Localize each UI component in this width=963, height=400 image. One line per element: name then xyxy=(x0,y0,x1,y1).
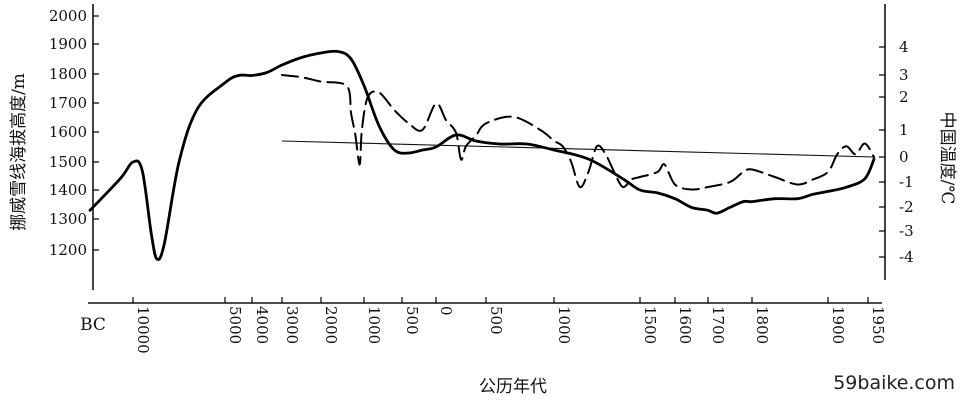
x-tick-label: 5000 xyxy=(226,306,244,344)
x-tick-label: 2000 xyxy=(322,306,340,344)
label-layer: 2000190018001700160015001400130012004321… xyxy=(9,7,957,397)
left-tick-label: 1200 xyxy=(49,241,87,259)
x-tick-label: 1000 xyxy=(555,306,573,344)
right-tick-label: 2 xyxy=(899,88,909,106)
era-label: BC xyxy=(80,315,106,335)
left-tick-label: 1600 xyxy=(49,123,87,141)
left-tick-label: 1700 xyxy=(49,94,87,112)
right-axis-title: 中国温度/℃ xyxy=(937,112,957,205)
x-tick-label: 10000 xyxy=(134,306,152,354)
left-tick-label: 1800 xyxy=(49,65,87,83)
x-tick-label: 1500 xyxy=(641,306,659,344)
left-tick-label: 1500 xyxy=(49,153,87,171)
axes-layer xyxy=(88,4,885,303)
right-tick-label: -2 xyxy=(899,198,914,216)
x-axis-title: 公历年代 xyxy=(479,377,547,397)
left-tick-label: 2000 xyxy=(49,7,87,25)
right-tick-label: 4 xyxy=(899,38,909,56)
x-tick-label: 3000 xyxy=(283,306,301,344)
right-tick-label: -3 xyxy=(899,222,914,240)
x-tick-label: 500 xyxy=(403,306,421,335)
left-tick-label: 1900 xyxy=(49,35,87,53)
x-tick-label: 1000 xyxy=(365,306,383,344)
x-tick-label: 1950 xyxy=(869,306,887,344)
x-tick-label: 1800 xyxy=(753,306,771,344)
right-tick-label: 1 xyxy=(899,121,909,139)
x-tick-label: 4000 xyxy=(253,306,271,344)
x-tick-label: 1700 xyxy=(709,306,727,344)
x-tick-label: 1600 xyxy=(676,306,694,344)
x-tick-label: 500 xyxy=(487,306,505,335)
left-tick-label: 1300 xyxy=(49,210,87,228)
right-tick-label: -4 xyxy=(899,248,914,266)
left-tick-label: 1400 xyxy=(49,181,87,199)
snowline-altitude-series xyxy=(90,51,874,259)
right-tick-label: -1 xyxy=(899,173,914,191)
series-layer xyxy=(90,51,874,259)
china-temperature-series xyxy=(282,75,874,190)
left-axis-title: 挪威雪线海拔高度/m xyxy=(9,73,29,231)
right-tick-label: 0 xyxy=(899,148,909,166)
watermark-text: 59baike.com xyxy=(833,372,955,394)
x-tick-label: 0 xyxy=(437,306,455,316)
right-tick-label: 3 xyxy=(899,66,909,84)
x-tick-label: 1900 xyxy=(829,306,847,344)
